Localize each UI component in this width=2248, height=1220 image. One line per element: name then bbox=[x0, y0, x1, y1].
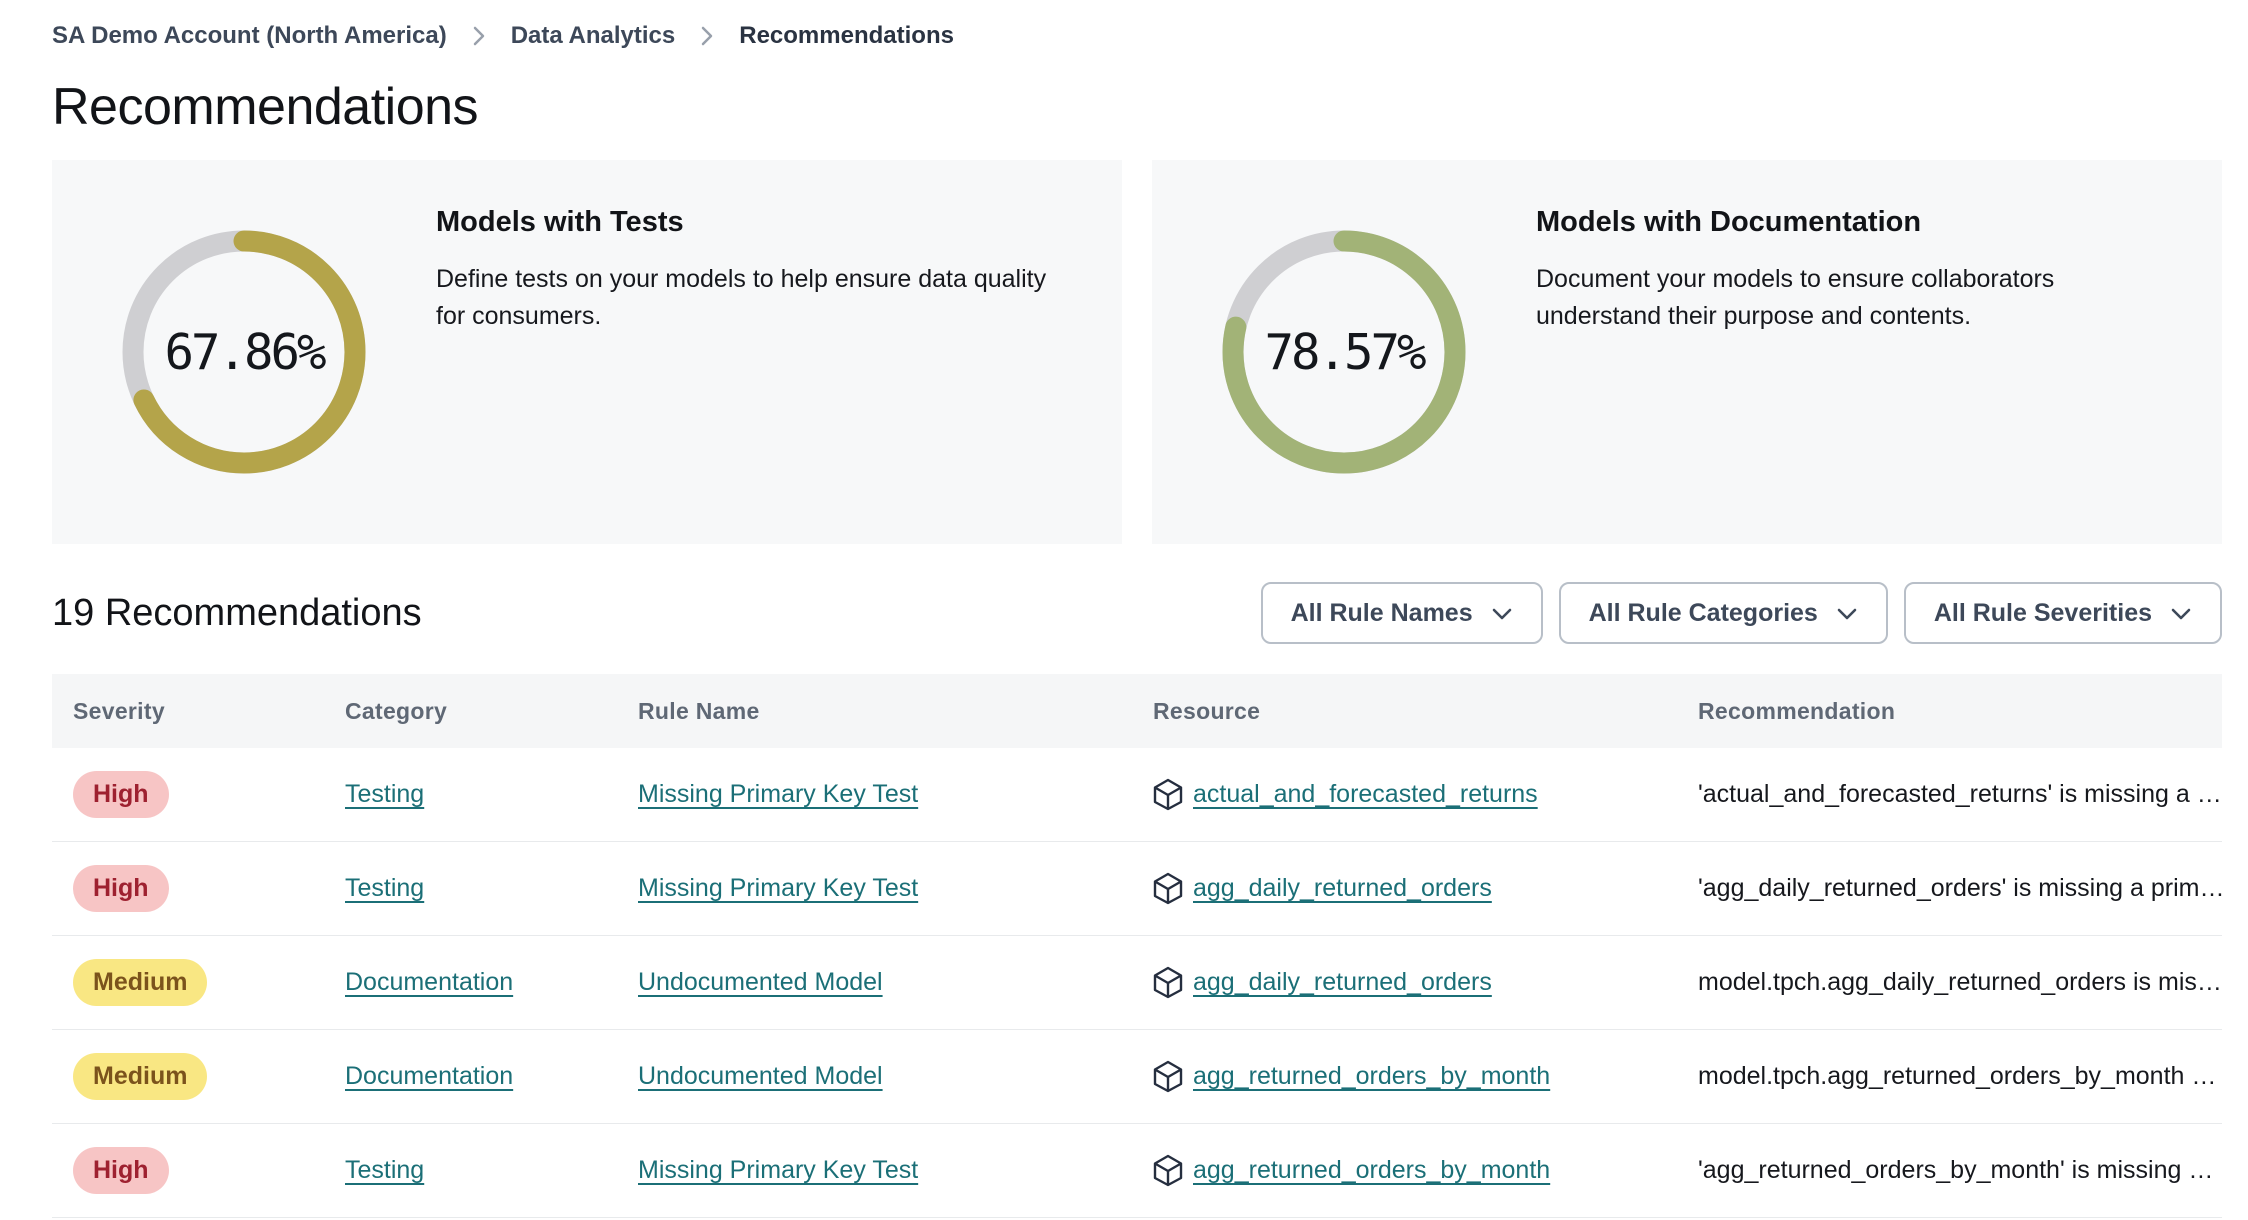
resource-cell: agg_daily_returned_orders bbox=[1132, 872, 1677, 905]
category-cell: Documentation bbox=[324, 1062, 617, 1091]
chevron-right-icon bbox=[471, 23, 487, 49]
resource-link[interactable]: actual_and_forecasted_returns bbox=[1193, 780, 1538, 808]
tests-donut-chart: 67.86% bbox=[122, 230, 366, 474]
breadcrumb: SA Demo Account (North America) Data Ana… bbox=[52, 22, 2222, 50]
category-link[interactable]: Documentation bbox=[345, 1062, 514, 1090]
severity-cell: Medium bbox=[52, 959, 324, 1006]
table-row: High Testing Missing Primary Key Test ag… bbox=[52, 842, 2222, 936]
category-cell: Testing bbox=[324, 874, 617, 903]
breadcrumb-current: Recommendations bbox=[739, 22, 954, 49]
recommendations-count: 19 Recommendations bbox=[52, 591, 422, 634]
category-link[interactable]: Testing bbox=[345, 1156, 425, 1184]
model-cube-icon bbox=[1153, 966, 1183, 999]
severity-badge: Medium bbox=[73, 959, 208, 1006]
rule-names-filter-label: All Rule Names bbox=[1290, 598, 1473, 627]
summary-cards: 67.86% Models with Tests Define tests on… bbox=[52, 160, 2222, 544]
category-cell: Testing bbox=[324, 780, 617, 809]
severity-cell: High bbox=[52, 865, 324, 912]
model-cube-icon bbox=[1153, 778, 1183, 811]
resource-cell: actual_and_forecasted_returns bbox=[1132, 778, 1677, 811]
documentation-donut-chart: 78.57% bbox=[1222, 230, 1466, 474]
category-link[interactable]: Testing bbox=[345, 780, 425, 808]
category-link[interactable]: Testing bbox=[345, 874, 425, 902]
rule-categories-filter-label: All Rule Categories bbox=[1588, 598, 1818, 627]
column-header-rule-name: Rule Name bbox=[638, 697, 760, 724]
rule-name-link[interactable]: Undocumented Model bbox=[638, 968, 883, 996]
recommendation-text: model.tpch.agg_returned_orders_by_month … bbox=[1698, 1062, 2217, 1090]
rule-severities-filter-label: All Rule Severities bbox=[1933, 598, 2152, 627]
resource-cell: agg_returned_orders_by_month bbox=[1132, 1060, 1677, 1093]
table-body: High Testing Missing Primary Key Test ac… bbox=[52, 748, 2222, 1218]
rule-name-link[interactable]: Missing Primary Key Test bbox=[638, 780, 919, 808]
resource-cell: agg_daily_returned_orders bbox=[1132, 966, 1677, 999]
table-row: Medium Documentation Undocumented Model … bbox=[52, 936, 2222, 1030]
resource-link[interactable]: agg_returned_orders_by_month bbox=[1193, 1062, 1551, 1090]
severity-badge: High bbox=[73, 771, 169, 818]
table-header-row: Severity Category Rule Name Resource Rec… bbox=[52, 674, 2222, 748]
rule-name-cell: Missing Primary Key Test bbox=[617, 780, 1132, 809]
rule-names-filter[interactable]: All Rule Names bbox=[1260, 582, 1543, 644]
rule-name-cell: Missing Primary Key Test bbox=[617, 1156, 1132, 1185]
page-title: Recommendations bbox=[52, 78, 479, 136]
severity-badge: Medium bbox=[73, 1053, 208, 1100]
severity-cell: High bbox=[52, 771, 324, 818]
severity-cell: Medium bbox=[52, 1053, 324, 1100]
breadcrumb-project[interactable]: Data Analytics bbox=[510, 22, 676, 49]
rule-name-cell: Missing Primary Key Test bbox=[617, 874, 1132, 903]
category-link[interactable]: Documentation bbox=[345, 968, 514, 996]
rule-name-link[interactable]: Missing Primary Key Test bbox=[638, 1156, 919, 1184]
severity-badge: High bbox=[73, 865, 169, 912]
model-cube-icon bbox=[1153, 1154, 1183, 1187]
recommendation-text: 'agg_returned_orders_by_month' is missin… bbox=[1698, 1156, 2214, 1184]
resource-link[interactable]: agg_daily_returned_orders bbox=[1193, 968, 1492, 996]
severity-badge: High bbox=[73, 1147, 169, 1194]
tests-card-description: Define tests on your models to help ensu… bbox=[436, 265, 1047, 330]
models-with-documentation-card: 78.57% Models with Documentation Documen… bbox=[1152, 160, 2222, 544]
rule-name-cell: Undocumented Model bbox=[617, 1062, 1132, 1091]
chevron-down-icon bbox=[2170, 599, 2192, 628]
documentation-card-description: Document your models to ensure collabora… bbox=[1536, 265, 2055, 330]
rule-categories-filter[interactable]: All Rule Categories bbox=[1558, 582, 1888, 644]
documentation-card-title: Models with Documentation bbox=[1536, 206, 1922, 238]
chevron-down-icon bbox=[1491, 599, 1513, 628]
chevron-right-icon bbox=[699, 23, 715, 49]
resource-link[interactable]: agg_returned_orders_by_month bbox=[1193, 1156, 1551, 1184]
documentation-percent-value: 78.57% bbox=[1264, 323, 1426, 381]
severity-cell: High bbox=[52, 1147, 324, 1194]
model-cube-icon bbox=[1153, 872, 1183, 905]
tests-card-title: Models with Tests bbox=[436, 206, 684, 238]
resource-cell: agg_returned_orders_by_month bbox=[1132, 1154, 1677, 1187]
category-cell: Documentation bbox=[324, 968, 617, 997]
recommendation-text: 'actual_and_forecasted_returns' is missi… bbox=[1698, 780, 2222, 808]
column-header-recommendation: Recommendation bbox=[1698, 697, 1896, 724]
rule-name-link[interactable]: Missing Primary Key Test bbox=[638, 874, 919, 902]
recommendation-text: 'agg_daily_returned_orders' is missing a… bbox=[1698, 874, 2222, 902]
models-with-tests-card: 67.86% Models with Tests Define tests on… bbox=[52, 160, 1122, 544]
column-header-severity: Severity bbox=[73, 697, 165, 724]
list-header: 19 Recommendations All Rule Names All Ru… bbox=[52, 582, 2222, 644]
resource-link[interactable]: agg_daily_returned_orders bbox=[1193, 874, 1492, 902]
filter-bar: All Rule Names All Rule Categories All R… bbox=[1260, 582, 2222, 644]
recommendation-text: model.tpch.agg_daily_returned_orders is … bbox=[1698, 968, 2222, 996]
table-row: High Testing Missing Primary Key Test ac… bbox=[52, 748, 2222, 842]
rule-name-cell: Undocumented Model bbox=[617, 968, 1132, 997]
chevron-down-icon bbox=[1836, 599, 1858, 628]
category-cell: Testing bbox=[324, 1156, 617, 1185]
recommendations-table: Severity Category Rule Name Resource Rec… bbox=[52, 674, 2222, 1218]
tests-percent-value: 67.86% bbox=[164, 323, 326, 381]
column-header-resource: Resource bbox=[1153, 697, 1261, 724]
column-header-category: Category bbox=[345, 697, 448, 724]
table-row: High Testing Missing Primary Key Test ag… bbox=[52, 1124, 2222, 1218]
breadcrumb-account[interactable]: SA Demo Account (North America) bbox=[52, 22, 447, 49]
rule-name-link[interactable]: Undocumented Model bbox=[638, 1062, 883, 1090]
rule-severities-filter[interactable]: All Rule Severities bbox=[1903, 582, 2222, 644]
table-row: Medium Documentation Undocumented Model … bbox=[52, 1030, 2222, 1124]
model-cube-icon bbox=[1153, 1060, 1183, 1093]
